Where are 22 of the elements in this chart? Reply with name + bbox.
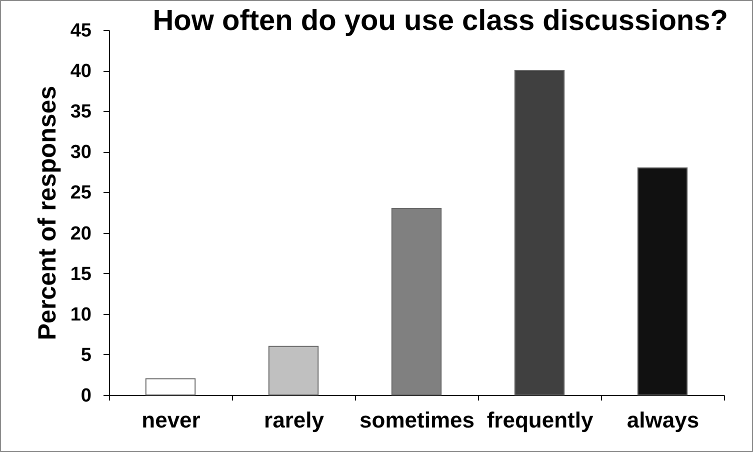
y-tick-label: 45: [70, 20, 92, 42]
bar: [637, 167, 688, 396]
bar: [514, 70, 565, 396]
bar: [391, 208, 442, 396]
y-tick-label: 35: [70, 102, 92, 123]
x-tick-label: never: [142, 408, 201, 432]
bar: [145, 378, 196, 396]
x-tick-label: sometimes: [360, 408, 474, 432]
y-tick-label: 5: [80, 344, 92, 366]
chart-title: How often do you use class discussions?: [152, 5, 728, 37]
y-tick-label: 10: [70, 304, 92, 326]
x-tick-label: rarely: [264, 408, 325, 432]
y-axis-title: Percent of responses: [33, 86, 62, 340]
y-tick-label: 30: [70, 142, 92, 164]
y-tick-label: 40: [70, 61, 92, 82]
x-tick-label: always: [626, 408, 700, 432]
y-tick-label: 20: [70, 223, 92, 244]
y-tick-label: 0: [80, 386, 92, 406]
x-tick-label: frequently: [486, 408, 594, 432]
y-tick-label: 15: [70, 264, 92, 285]
y-tick-label: 25: [70, 182, 92, 204]
bar: [268, 346, 319, 396]
